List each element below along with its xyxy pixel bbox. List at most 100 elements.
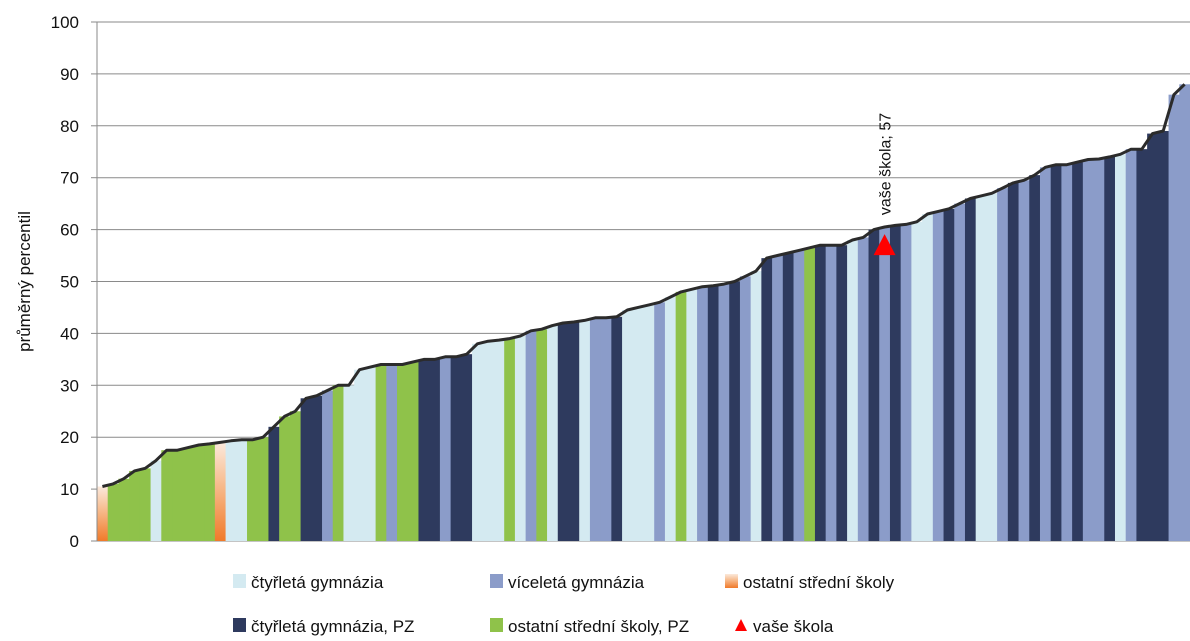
legend-swatch-viceleta	[490, 574, 503, 588]
bar-ctyrleta_pz	[461, 354, 473, 541]
legend-swatch-ctyrleta_pz	[233, 618, 246, 632]
y-tick-label: 90	[60, 65, 79, 84]
legend-label: ostatní střední školy, PZ	[508, 617, 689, 636]
bar-ctyrleta_pz	[418, 359, 430, 541]
bar-viceleta	[1093, 159, 1105, 542]
legend-label: čtyřletá gymnázia	[251, 573, 384, 592]
bar-ctyrleta_pz	[1104, 156, 1116, 541]
bar-ostatni_pz	[172, 450, 184, 541]
outline	[102, 83, 1186, 488]
legend-swatch-ostatni	[725, 574, 738, 588]
bar-ctyrleta	[354, 369, 366, 541]
bar-ctyrleta_pz	[836, 245, 848, 542]
bar-viceleta	[900, 224, 912, 541]
bar-ctyrleta	[622, 310, 634, 541]
bar-ctyrleta	[1114, 154, 1127, 541]
bar-ctyrleta_pz	[1007, 182, 1020, 541]
bar-ostatni_pz	[193, 444, 205, 541]
bar-ctyrleta_pz	[557, 323, 569, 541]
bar-viceleta	[1061, 164, 1073, 541]
bar-ctyrleta	[664, 297, 677, 541]
bar-ctyrleta_pz	[1050, 164, 1062, 541]
bar-ctyrleta	[750, 271, 762, 541]
bar-viceleta	[932, 211, 945, 541]
legend-swatch-ostatni_pz	[490, 618, 503, 632]
bar-ctyrleta	[847, 239, 859, 542]
bar-viceleta	[600, 317, 612, 541]
legend-swatch-ctyrleta	[233, 574, 246, 588]
bar-ctyrleta_pz	[1072, 162, 1084, 541]
bar-ctyrleta_pz	[611, 316, 623, 541]
y-tick-label: 20	[60, 428, 79, 447]
bar-ostatni_pz	[139, 468, 152, 541]
bar-ostatni_pz	[204, 443, 216, 541]
bar-viceleta	[997, 188, 1009, 541]
bar-ctyrleta_pz	[450, 356, 462, 541]
bar-viceleta	[879, 227, 891, 541]
bar-viceleta	[1168, 94, 1180, 541]
bar-ctyrleta	[225, 440, 237, 541]
bar-ctyrleta_pz	[729, 281, 741, 541]
bar-viceleta	[439, 356, 452, 541]
bar-ctyrleta_pz	[300, 398, 312, 541]
bar-ctyrleta_pz	[814, 245, 827, 542]
bar-viceleta	[718, 284, 730, 541]
bar-ostatni_pz	[279, 416, 291, 541]
bar-ostatni_pz	[182, 447, 194, 541]
bar-ostatni_pz	[289, 411, 302, 541]
bar-ostatni_pz	[107, 483, 119, 541]
bar-ostatni_pz	[118, 478, 130, 541]
bar-viceleta	[322, 390, 334, 541]
bar-viceleta	[1179, 84, 1190, 541]
bar-ostatni_pz	[332, 385, 344, 541]
y-tick-label: 60	[60, 221, 79, 240]
bar-viceleta	[793, 250, 805, 542]
bar-ctyrleta_pz	[268, 426, 280, 541]
y-tick-label: 40	[60, 324, 79, 343]
bar-ctyrleta	[922, 214, 934, 541]
school-label: vaše škola; 57	[878, 113, 895, 215]
bar-ostatni	[214, 442, 227, 541]
bar-ctyrleta	[482, 341, 494, 541]
bar-viceleta	[525, 330, 537, 541]
bar-ctyrleta_pz	[429, 359, 441, 541]
bar-ctyrleta	[472, 343, 484, 541]
bar-ctyrleta_pz	[889, 225, 902, 541]
bar-ostatni_pz	[397, 364, 409, 541]
bar-ctyrleta	[343, 385, 355, 541]
bar-ctyrleta	[150, 460, 162, 541]
legend-marker-vase-skola	[735, 619, 747, 631]
bar-ctyrleta_pz	[1157, 130, 1170, 542]
bar-viceleta	[1018, 180, 1030, 542]
bar-viceleta	[954, 203, 966, 541]
bar-ostatni_pz	[257, 437, 269, 541]
bar-viceleta	[1039, 167, 1052, 541]
bar-ctyrleta	[236, 439, 248, 541]
bar-ctyrleta	[514, 335, 527, 541]
bar-viceleta	[386, 364, 398, 541]
bar-ctyrleta	[686, 289, 698, 541]
legend-label: vaše škola	[753, 617, 834, 636]
y-axis-title: průměrný percentil	[15, 211, 34, 352]
bar-ostatni_pz	[536, 329, 548, 541]
bar-viceleta	[825, 245, 837, 542]
bar-ctyrleta	[547, 325, 559, 541]
y-tick-label: 100	[51, 13, 79, 32]
bar-ostatni_pz	[375, 364, 387, 541]
bar-ctyrleta	[986, 193, 998, 541]
bar-viceleta	[772, 255, 784, 542]
y-tick-label: 0	[70, 532, 79, 551]
bar-ostatni_pz	[161, 450, 173, 541]
y-tick-label: 50	[60, 273, 79, 292]
legend: čtyřletá gymnázia víceletá gymnázia ostatn…	[233, 573, 895, 636]
bars	[97, 84, 1190, 542]
bar-viceleta	[857, 237, 870, 541]
bar-ctyrleta	[364, 367, 377, 541]
bar-ctyrleta_pz	[782, 252, 795, 541]
bar-ctyrleta_pz	[311, 395, 323, 541]
bar-ctyrleta	[579, 320, 591, 541]
legend-label: víceletá gymnázia	[508, 573, 645, 592]
bar-ctyrleta_pz	[761, 258, 773, 541]
bar-ctyrleta	[632, 307, 644, 541]
